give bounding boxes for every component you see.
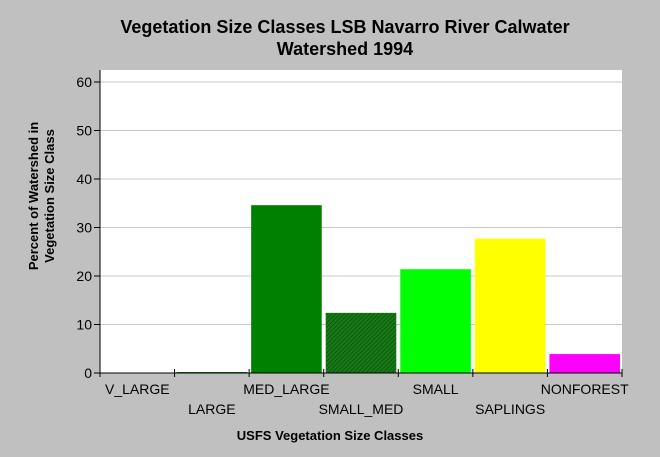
x-category-label: SAPLINGS xyxy=(475,401,545,417)
bar-nonforest xyxy=(549,354,620,373)
y-tick-label: 30 xyxy=(76,220,92,236)
chart-title-line2: Watershed 1994 xyxy=(277,39,413,59)
x-category-label: MED_LARGE xyxy=(243,381,329,397)
x-category-label: SMALL_MED xyxy=(319,401,404,417)
y-tick-label: 0 xyxy=(84,365,92,381)
bar-small-med xyxy=(325,312,397,373)
bar-saplings xyxy=(474,238,546,373)
x-category-label: SMALL xyxy=(413,381,459,397)
x-category-label: V_LARGE xyxy=(105,381,170,397)
y-tick-label: 60 xyxy=(76,74,92,90)
bar-small xyxy=(400,269,471,373)
x-category-label: LARGE xyxy=(188,401,235,417)
y-tick-label: 10 xyxy=(76,317,92,333)
grid-lines xyxy=(100,81,622,325)
bars xyxy=(176,205,620,373)
x-category-label: NONFOREST xyxy=(541,381,629,397)
y-tick-label: 20 xyxy=(76,268,92,284)
y-tick-label: 50 xyxy=(76,123,92,139)
y-axis-title-line2: Vegetation Size Class xyxy=(42,129,57,263)
y-axis-title-line1: Percent of Watershed in xyxy=(26,122,41,270)
bar-med-large xyxy=(251,205,322,373)
x-axis-title: USFS Vegetation Size Classes xyxy=(237,428,423,443)
y-tick-label: 40 xyxy=(76,171,92,187)
chart-title-line1: Vegetation Size Classes LSB Navarro Rive… xyxy=(120,17,569,37)
axes: 0 10 20 30 40 50 60 V_LARGE LARGE MED_LARGE SMALL_… xyxy=(76,70,629,417)
